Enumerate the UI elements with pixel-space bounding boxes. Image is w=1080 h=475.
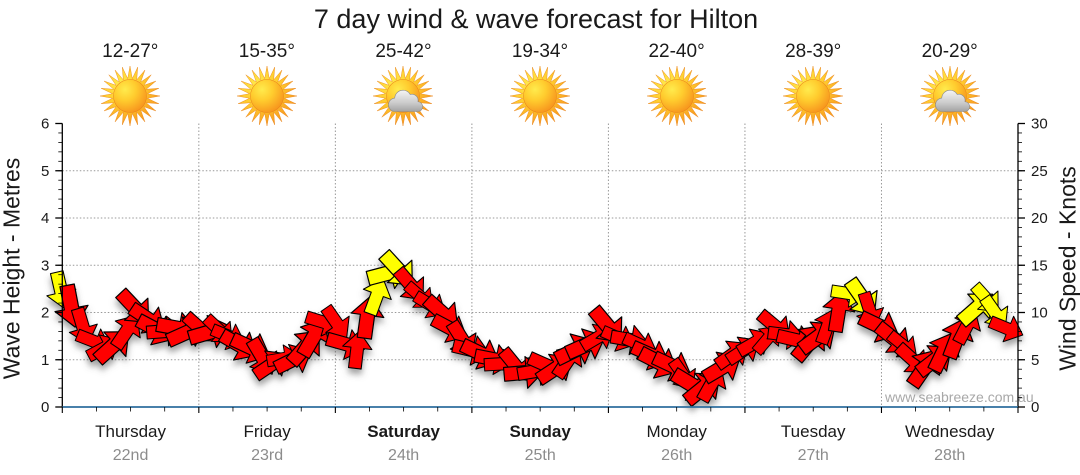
svg-text:23rd: 23rd	[251, 447, 283, 464]
svg-text:3: 3	[41, 257, 49, 274]
svg-text:20: 20	[1031, 210, 1048, 227]
svg-text:25: 25	[1031, 163, 1048, 180]
svg-text:Wednesday: Wednesday	[905, 422, 995, 441]
svg-text:2: 2	[41, 305, 49, 322]
svg-text:0: 0	[41, 399, 49, 416]
svg-text:0: 0	[1031, 399, 1039, 416]
svg-text:28th: 28th	[934, 447, 965, 464]
svg-text:1: 1	[41, 352, 49, 369]
svg-text:Sunday: Sunday	[509, 422, 571, 441]
svg-text:Saturday: Saturday	[367, 422, 440, 441]
svg-text:5: 5	[1031, 352, 1039, 369]
svg-text:6: 6	[41, 116, 49, 133]
svg-text:Tuesday: Tuesday	[781, 422, 846, 441]
svg-text:Friday: Friday	[243, 422, 291, 441]
svg-text:25th: 25th	[525, 447, 556, 464]
svg-text:10: 10	[1031, 305, 1048, 322]
svg-text:26th: 26th	[661, 447, 692, 464]
svg-text:Monday: Monday	[646, 422, 707, 441]
svg-text:Thursday: Thursday	[95, 422, 166, 441]
svg-text:22nd: 22nd	[113, 447, 149, 464]
svg-text:27th: 27th	[798, 447, 829, 464]
svg-text:4: 4	[41, 210, 49, 227]
svg-text:24th: 24th	[388, 447, 419, 464]
svg-text:5: 5	[41, 163, 49, 180]
svg-text:15: 15	[1031, 257, 1048, 274]
svg-text:30: 30	[1031, 116, 1048, 133]
